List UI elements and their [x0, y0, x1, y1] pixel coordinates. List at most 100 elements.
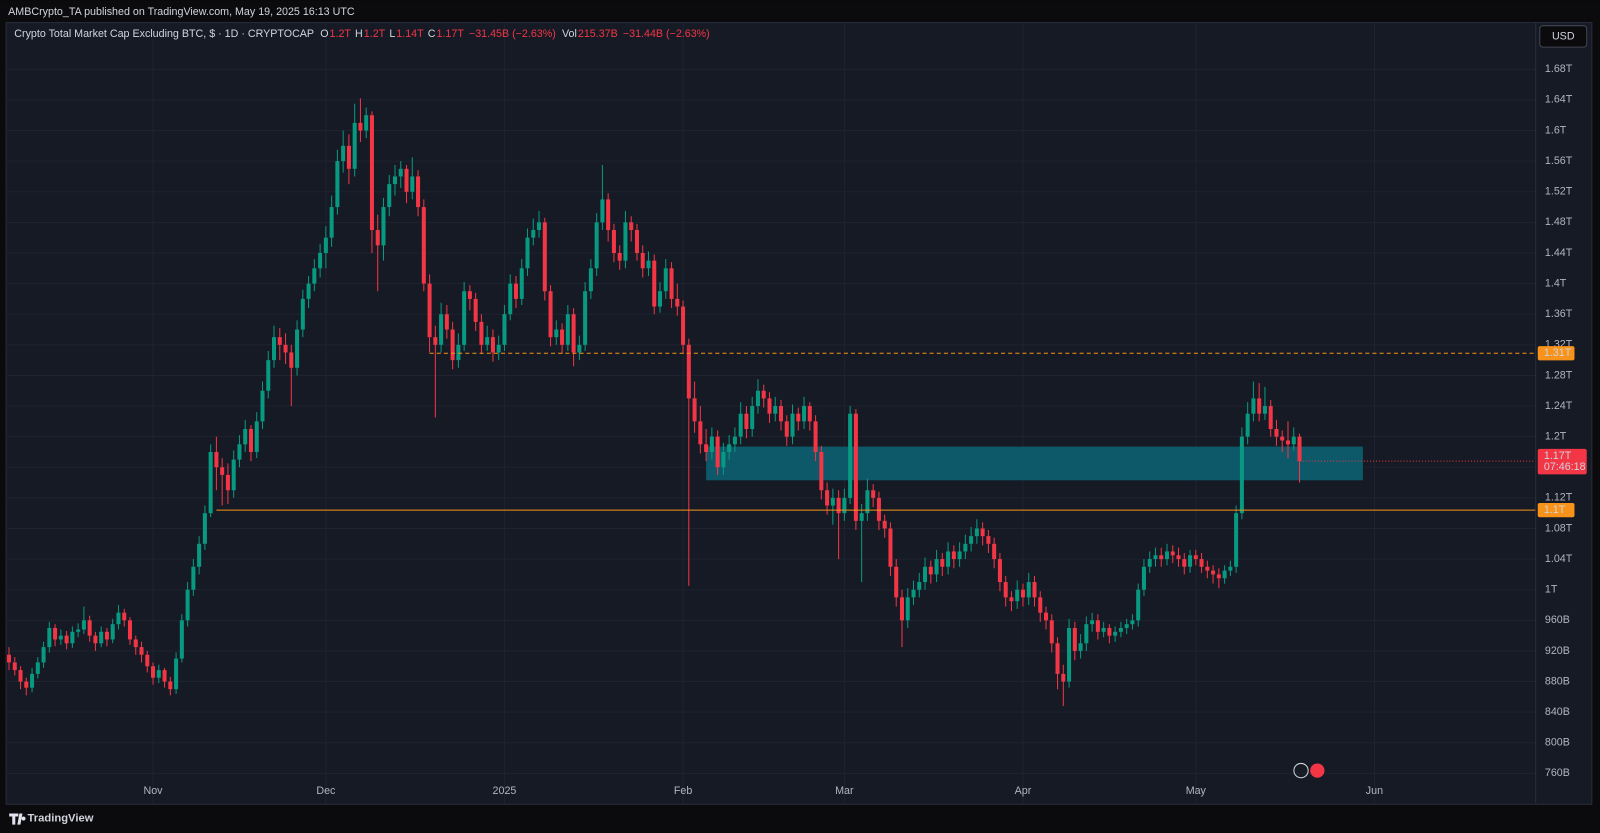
candle-body: [70, 631, 75, 644]
candle-body: [784, 421, 789, 437]
candle-body: [1043, 612, 1049, 621]
candle-body: [686, 344, 691, 399]
x-tick-label: Nov: [144, 785, 164, 797]
candle-body: [375, 230, 380, 246]
candle-body: [1113, 631, 1118, 636]
candle-body: [162, 670, 167, 682]
candle-body: [675, 298, 680, 307]
y-tick-label: 800B: [1545, 737, 1570, 749]
candle-body: [859, 513, 864, 521]
candle-body: [462, 291, 467, 345]
candle-body: [519, 268, 524, 299]
candle-body: [727, 444, 732, 452]
candle-body: [623, 222, 628, 261]
legend-item: 215.37B: [578, 28, 618, 40]
candle-body: [1026, 582, 1031, 598]
candle-body: [254, 421, 259, 452]
candle-body: [986, 536, 991, 544]
currency-label[interactable]: USD: [1552, 31, 1575, 43]
candle-body: [439, 314, 444, 345]
candle-body: [548, 291, 553, 338]
legend-item: 1.14T: [396, 28, 424, 40]
candle-body: [767, 398, 772, 414]
candle-body: [490, 337, 495, 353]
candle-body: [1049, 620, 1054, 644]
candle-body: [1032, 582, 1037, 598]
candle-body: [237, 444, 242, 460]
candle-body: [1182, 559, 1187, 567]
candle-body: [571, 314, 576, 353]
candle-body: [928, 566, 933, 575]
x-tick-label: Dec: [316, 785, 336, 797]
candle-body: [496, 344, 501, 353]
candle-body: [306, 283, 311, 299]
candle-body: [560, 329, 565, 345]
candle-body: [47, 627, 52, 648]
candle-body: [761, 390, 766, 399]
candle-body: [790, 413, 795, 437]
candle-body: [122, 612, 127, 621]
candle-body: [1245, 413, 1250, 437]
candle-body: [1234, 513, 1239, 567]
candle-body: [525, 237, 530, 269]
candle-body: [41, 647, 46, 663]
candle-body: [323, 237, 328, 253]
candle-body: [755, 390, 760, 407]
candle-body: [778, 406, 784, 422]
candle-body: [1193, 555, 1198, 560]
candle-body: [1222, 570, 1227, 579]
candle-body: [1130, 620, 1135, 625]
y-tick-label: 840B: [1545, 706, 1570, 718]
x-tick-label: May: [1186, 785, 1207, 797]
candle-body: [404, 168, 409, 192]
candle-body: [421, 207, 426, 284]
candle-body: [295, 329, 300, 368]
y-tick-label: 1.56T: [1545, 155, 1573, 167]
x-tick-label: Mar: [835, 785, 854, 797]
candle-body: [738, 413, 743, 437]
last-price-label: 1.17T: [1544, 450, 1572, 462]
y-tick-label: 1.48T: [1545, 216, 1573, 228]
candle-body: [721, 451, 726, 468]
candle-body: [53, 627, 58, 640]
level-tag: [1537, 502, 1575, 518]
candle-body: [1274, 429, 1279, 437]
legend-item: O: [320, 28, 328, 40]
candle-body: [600, 199, 605, 223]
y-tick-label: 1.52T: [1545, 186, 1573, 198]
candle-body: [30, 673, 35, 688]
candle-body: [905, 597, 910, 621]
candle-body: [1199, 559, 1204, 567]
candle-body: [652, 260, 657, 307]
candle-body: [508, 283, 513, 315]
candle-body: [588, 268, 593, 292]
currency-button[interactable]: [1539, 25, 1588, 48]
candle-body: [819, 451, 824, 491]
candle-body: [554, 329, 559, 338]
candle-body: [502, 314, 507, 345]
candle-body: [1084, 624, 1089, 644]
candle-body: [1072, 627, 1077, 651]
legend-item: 1.2T: [330, 28, 352, 40]
candle-body: [1262, 406, 1267, 414]
x-tick-label: Jun: [1366, 785, 1383, 797]
candle-body: [951, 551, 956, 560]
candle-body: [479, 321, 484, 345]
candle-body: [1188, 555, 1193, 567]
candle-body: [127, 620, 133, 640]
candle-body: [151, 666, 156, 678]
candle-body: [583, 291, 588, 345]
candle-body: [346, 145, 351, 169]
x-tick-label: 2025: [493, 785, 517, 797]
candle-body: [329, 207, 334, 238]
candle-body: [715, 436, 720, 468]
candle-body: [1176, 555, 1181, 560]
candle-body: [1205, 566, 1210, 571]
legend-item: −31.45B (−2.63%): [469, 28, 556, 40]
candle-body: [289, 352, 294, 368]
candle-body: [6, 654, 12, 663]
candle-body: [974, 528, 979, 537]
candle-body: [1164, 551, 1170, 560]
candle-body: [64, 635, 69, 644]
candle-body: [352, 122, 357, 169]
